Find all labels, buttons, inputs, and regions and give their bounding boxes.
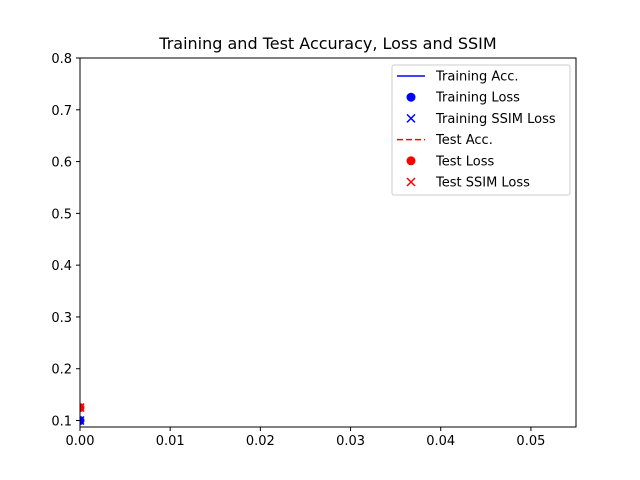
legend-swatch-training-loss bbox=[406, 92, 416, 102]
data-point-training-ssim-loss bbox=[80, 415, 85, 426]
x-axis: 0.00 0.01 0.02 0.03 0.04 0.05 bbox=[66, 427, 545, 449]
legend-swatch-training-ssim-loss-stroke bbox=[406, 113, 416, 123]
axes-frame bbox=[79, 57, 577, 428]
data-point-training-ssim-loss-stroke bbox=[80, 415, 85, 422]
y-tick-label: 0.4 bbox=[51, 259, 72, 274]
x-tick-label: 0.01 bbox=[156, 434, 185, 449]
x-tick-label: 0.04 bbox=[426, 434, 455, 449]
y-tick-label: 0.6 bbox=[51, 156, 72, 171]
x-tick-label: 0.02 bbox=[246, 434, 275, 449]
legend-label-training-loss: Training Loss bbox=[435, 91, 520, 106]
legend: Training Acc. Training Loss Training SSIM … bbox=[391, 64, 571, 196]
y-tick-label: 0.8 bbox=[51, 52, 72, 67]
y-axis: 0.1 0.2 0.3 0.4 0.5 0.6 0.7 0.8 bbox=[51, 52, 80, 430]
data-point-test-ssim-loss bbox=[80, 403, 85, 413]
legend-label-test-ssim-loss: Test SSIM Loss bbox=[435, 176, 530, 191]
y-tick-label: 0.1 bbox=[51, 415, 72, 430]
legend-swatch-test-ssim-loss-stroke bbox=[406, 177, 416, 187]
x-tick-label: 0.05 bbox=[516, 434, 545, 449]
plot-area bbox=[80, 403, 85, 426]
legend-box bbox=[391, 64, 571, 196]
legend-swatch-test-ssim-loss bbox=[406, 177, 416, 187]
data-marks bbox=[80, 403, 85, 426]
data-point-test-ssim-loss-stroke bbox=[80, 403, 85, 409]
legend-label-training-ssim-loss: Training SSIM Loss bbox=[435, 112, 556, 127]
legend-label-test-acc: Test Acc. bbox=[435, 133, 493, 148]
legend-label-test-loss: Test Loss bbox=[435, 154, 494, 169]
data-point-training-loss bbox=[80, 416, 85, 426]
data-point-test-ssim-loss-stroke bbox=[80, 406, 85, 413]
legend-label-training-acc: Training Acc. bbox=[435, 70, 519, 85]
legend-swatch-training-ssim-loss bbox=[406, 113, 416, 123]
y-tick-label: 0.3 bbox=[51, 311, 72, 326]
x-tick-label: 0.00 bbox=[66, 434, 95, 449]
y-tick-label: 0.7 bbox=[51, 104, 72, 119]
y-tick-label: 0.5 bbox=[51, 207, 72, 222]
legend-swatch-test-loss bbox=[406, 156, 416, 166]
x-tick-label: 0.03 bbox=[336, 434, 365, 449]
data-point-test-loss bbox=[80, 403, 85, 413]
y-tick-label: 0.2 bbox=[51, 363, 72, 378]
chart-title: Training and Test Accuracy, Loss and SSI… bbox=[158, 34, 496, 53]
data-point-training-ssim-loss-stroke bbox=[80, 419, 85, 426]
